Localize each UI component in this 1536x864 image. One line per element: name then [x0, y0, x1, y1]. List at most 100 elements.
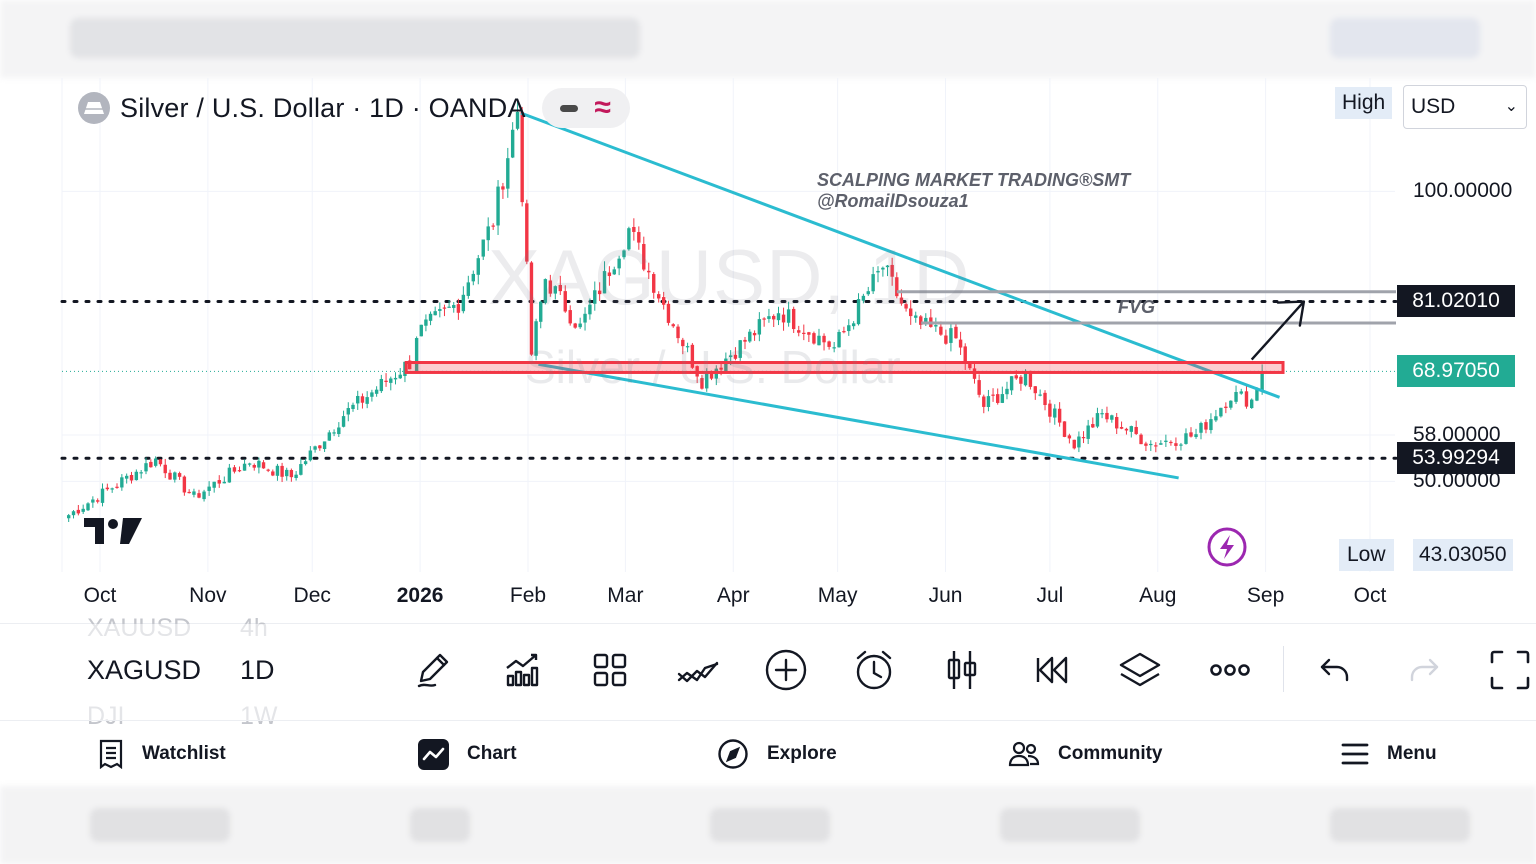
candle	[1214, 409, 1218, 423]
candle	[280, 462, 284, 483]
candle	[419, 324, 423, 337]
candle	[767, 308, 771, 323]
candle	[1199, 421, 1203, 440]
price-chart[interactable]	[0, 78, 1536, 623]
replay-rewind-icon[interactable]	[1030, 648, 1074, 692]
candle	[341, 410, 346, 428]
candle	[963, 343, 967, 370]
candle	[909, 300, 913, 325]
candle	[642, 236, 646, 272]
time-tick-label: Jun	[928, 584, 963, 607]
wave-indicator-icon[interactable]: ≈	[594, 91, 611, 124]
candle	[1091, 417, 1095, 429]
low-badge[interactable]: Low	[1339, 539, 1394, 571]
candle	[573, 322, 577, 329]
candle	[871, 266, 875, 294]
candle	[424, 314, 428, 332]
candle	[539, 300, 543, 329]
candles-icon[interactable]	[940, 648, 984, 692]
candle	[583, 307, 587, 331]
candle	[153, 456, 158, 468]
candle	[115, 483, 119, 489]
candle	[681, 337, 685, 355]
candle	[237, 466, 242, 473]
currency-value: USD	[1411, 95, 1456, 118]
candle	[977, 374, 981, 398]
candle	[1077, 431, 1081, 453]
candle	[1043, 390, 1047, 411]
candlestick-series	[66, 98, 1264, 523]
minus-icon[interactable]	[560, 104, 579, 112]
support-zone	[404, 361, 1285, 374]
candle	[110, 487, 114, 493]
nav-menu[interactable]: Menu	[1341, 738, 1437, 770]
candle	[895, 272, 899, 299]
candle	[1204, 419, 1208, 434]
candle	[982, 394, 986, 414]
candle	[685, 342, 690, 353]
watermark-symbol: XAGUSD, 1D	[488, 233, 971, 321]
candle	[506, 147, 510, 198]
candle	[266, 468, 270, 473]
candle	[227, 463, 232, 483]
candle	[346, 402, 350, 422]
nav-explore[interactable]: Explore	[717, 738, 837, 770]
candle	[163, 458, 167, 479]
candle	[466, 275, 471, 299]
candle	[452, 301, 456, 313]
layouts-grid-icon[interactable]	[588, 648, 632, 692]
candle	[510, 122, 515, 159]
candle	[299, 458, 303, 476]
nav-chart[interactable]: Chart	[418, 738, 517, 770]
candle	[885, 264, 890, 277]
currency-select[interactable]: USD ⌄	[1403, 85, 1527, 129]
candle	[182, 475, 187, 496]
candle	[986, 389, 991, 412]
candle	[71, 510, 76, 519]
indicator-pill[interactable]: ≈	[541, 88, 630, 128]
fullscreen-icon[interactable]	[1488, 648, 1532, 692]
redo-icon[interactable]	[1402, 648, 1446, 692]
candle	[212, 481, 216, 493]
candle	[105, 483, 110, 491]
timeframe-current[interactable]: 1D	[240, 655, 275, 685]
symbol-title[interactable]: Silver / U.S. Dollar · 1D · OANDA	[120, 92, 526, 123]
candle	[558, 275, 562, 295]
high-badge[interactable]: High	[1335, 87, 1393, 119]
more-dots-icon[interactable]	[1208, 648, 1252, 692]
candle	[772, 314, 776, 328]
candle	[247, 462, 252, 467]
candle	[791, 306, 796, 333]
candle	[327, 430, 332, 441]
undo-icon[interactable]	[1313, 648, 1357, 692]
candle	[428, 311, 433, 326]
indicators-chart-icon[interactable]	[500, 648, 544, 692]
symbol-header[interactable]: Silver / U.S. Dollar · 1D · OANDA ≈	[78, 88, 630, 128]
candle	[202, 489, 206, 502]
candle	[602, 261, 607, 294]
symbol-current[interactable]: XAGUSD	[87, 655, 202, 685]
flash-icon[interactable]	[1206, 526, 1248, 573]
nav-watchlist[interactable]: Watchlist	[98, 738, 226, 770]
layers-icon[interactable]	[1118, 648, 1162, 692]
candle	[289, 468, 294, 482]
annotation-handle: @RomailDsouza1	[817, 191, 969, 211]
candle	[1184, 428, 1188, 445]
candle	[904, 302, 908, 312]
candle	[881, 266, 885, 277]
alarm-clock-icon[interactable]	[852, 648, 896, 692]
candle	[86, 502, 90, 511]
candle	[1164, 434, 1168, 447]
trend-lines-icon[interactable]	[676, 648, 720, 692]
candle	[944, 329, 948, 345]
pencil-draw-icon[interactable]	[412, 648, 456, 692]
nav-community[interactable]: Community	[1008, 738, 1163, 770]
candle	[365, 391, 369, 409]
candle	[822, 333, 826, 351]
hamburger-menu-icon	[1341, 743, 1369, 765]
add-circle-icon[interactable]	[764, 648, 808, 692]
blurred-top-bar	[0, 0, 1536, 78]
candle	[949, 323, 953, 352]
candle	[481, 239, 485, 260]
candle	[525, 199, 529, 265]
